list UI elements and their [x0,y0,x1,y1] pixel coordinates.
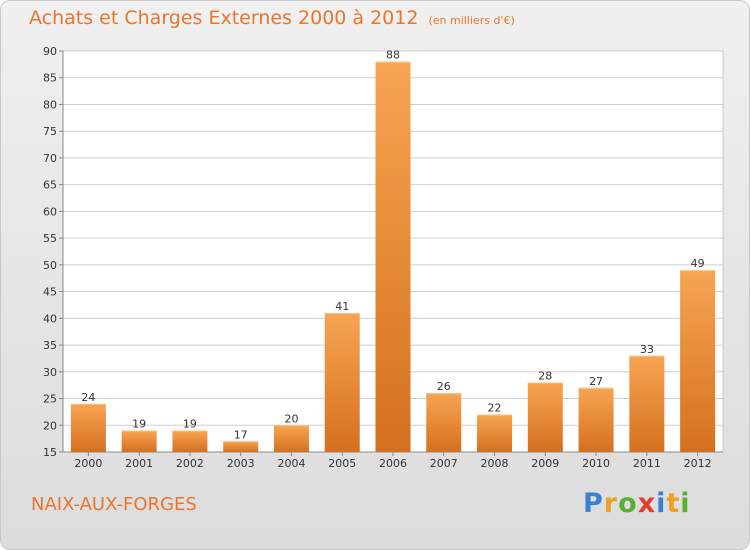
bar [273,425,309,452]
bar-value-label: 27 [589,375,603,388]
x-tick-label: 2003 [227,457,255,470]
bar [375,61,411,453]
bar [680,270,716,452]
x-tick-label: 2012 [684,457,712,470]
y-tick-label: 55 [43,232,57,245]
x-tick-label: 2005 [328,457,356,470]
bar [527,382,563,452]
x-tick-label: 2004 [277,457,305,470]
bar-value-label: 17 [234,428,248,441]
proxiti-logo: Proxiti [583,488,691,519]
x-tick-label: 2008 [481,457,509,470]
bar-value-label: 26 [437,380,451,393]
x-tick-label: 2009 [531,457,559,470]
chart-title: Achats et Charges Externes 2000 à 2012 (e… [29,7,515,29]
chart-subtitle: (en milliers d'€) [428,14,515,27]
bar-value-label: 24 [81,391,95,404]
chart-title-text: Achats et Charges Externes 2000 à 2012 [29,7,419,29]
y-tick-label: 50 [43,259,57,272]
bar-value-label: 20 [284,412,298,425]
bar [629,355,665,452]
x-tick-label: 2010 [582,457,610,470]
bar-value-label: 41 [335,300,349,313]
x-tick-label: 2001 [125,457,153,470]
y-tick-label: 60 [43,205,57,218]
logo-letter: P [583,488,604,519]
bar-value-label: 19 [183,418,197,431]
y-tick-label: 65 [43,179,57,192]
commune-name: NAIX-AUX-FORGES [31,494,197,515]
bar [426,393,462,452]
logo-letter: i [680,488,691,519]
bar-value-label: 88 [386,49,400,62]
y-tick-label: 40 [43,312,57,325]
y-tick-label: 45 [43,286,57,299]
bar-value-label: 19 [132,418,146,431]
bar [477,414,513,452]
y-tick-label: 30 [43,366,57,379]
x-tick-label: 2002 [176,457,204,470]
y-tick-label: 25 [43,393,57,406]
bar-value-label: 33 [640,343,654,356]
y-tick-label: 85 [43,72,57,85]
bar-value-label: 22 [488,402,502,415]
logo-letter: x [637,488,657,519]
bar [223,441,259,452]
logo-letter: o [618,488,638,519]
x-tick-label: 2000 [74,457,102,470]
logo-letter: i [656,488,667,519]
y-tick-label: 15 [43,446,57,459]
bar [172,430,208,452]
bar-value-label: 28 [538,369,552,382]
y-tick-label: 35 [43,339,57,352]
y-tick-label: 75 [43,125,57,138]
bar-value-label: 49 [691,257,705,270]
y-tick-label: 80 [43,98,57,111]
x-tick-label: 2011 [633,457,661,470]
bar [578,387,614,452]
x-tick-label: 2007 [430,457,458,470]
y-tick-label: 70 [43,152,57,165]
x-tick-label: 2006 [379,457,407,470]
logo-letter: t [666,488,681,519]
y-tick-label: 90 [43,45,57,58]
bar [121,430,157,452]
logo-letter: r [603,488,619,519]
bar [70,403,106,452]
bar [324,312,360,452]
y-tick-label: 20 [43,419,57,432]
